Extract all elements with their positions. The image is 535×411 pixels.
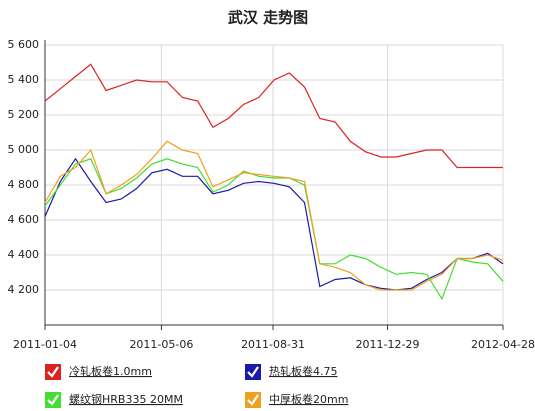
legend-check <box>247 366 259 378</box>
x-tick-label: 2011-05-06 <box>129 338 193 351</box>
legend-checkbox[interactable] <box>45 364 61 380</box>
y-tick-label: 4 800 <box>8 178 40 191</box>
legend-check <box>247 394 259 406</box>
x-tick-label: 2011-08-31 <box>241 338 305 351</box>
series-line <box>44 140 504 291</box>
series-line <box>44 63 503 169</box>
legend-label[interactable]: 冷轧板卷1.0mm <box>69 364 152 378</box>
legend-label[interactable]: 热轧板卷4.75 <box>269 364 338 378</box>
legend-checkbox[interactable] <box>245 364 261 380</box>
legend-checkbox[interactable] <box>45 392 61 408</box>
x-tick-label: 2011-01-04 <box>13 338 77 351</box>
legend-label[interactable]: 中厚板卷20mm <box>269 392 348 406</box>
legend-checkbox[interactable] <box>245 392 261 408</box>
y-tick-label: 5 600 <box>8 38 40 51</box>
y-tick-label: 4 600 <box>8 213 40 226</box>
legend-label[interactable]: 螺纹钢HRB335 20MM <box>69 392 183 406</box>
legend-item[interactable]: 螺纹钢HRB335 20MM <box>45 392 183 408</box>
legend-check <box>47 366 59 378</box>
y-tick-label: 5 000 <box>8 143 40 156</box>
series-line <box>44 157 504 291</box>
chart-title: 武汉 走势图 <box>228 9 308 27</box>
y-tick-label: 5 200 <box>8 108 40 121</box>
legend-item[interactable]: 热轧板卷4.75 <box>245 364 338 380</box>
legend-check <box>47 394 59 406</box>
y-tick-label: 5 400 <box>8 73 40 86</box>
y-tick-label: 4 200 <box>8 283 40 296</box>
y-tick-label: 4 400 <box>8 248 40 261</box>
x-tick-label: 2011-12-29 <box>356 338 420 351</box>
legend-item[interactable]: 冷轧板卷1.0mm <box>45 364 152 380</box>
legend-item[interactable]: 中厚板卷20mm <box>245 392 348 408</box>
series-line <box>44 158 504 301</box>
x-tick-label: 2012-04-28 <box>471 338 535 351</box>
